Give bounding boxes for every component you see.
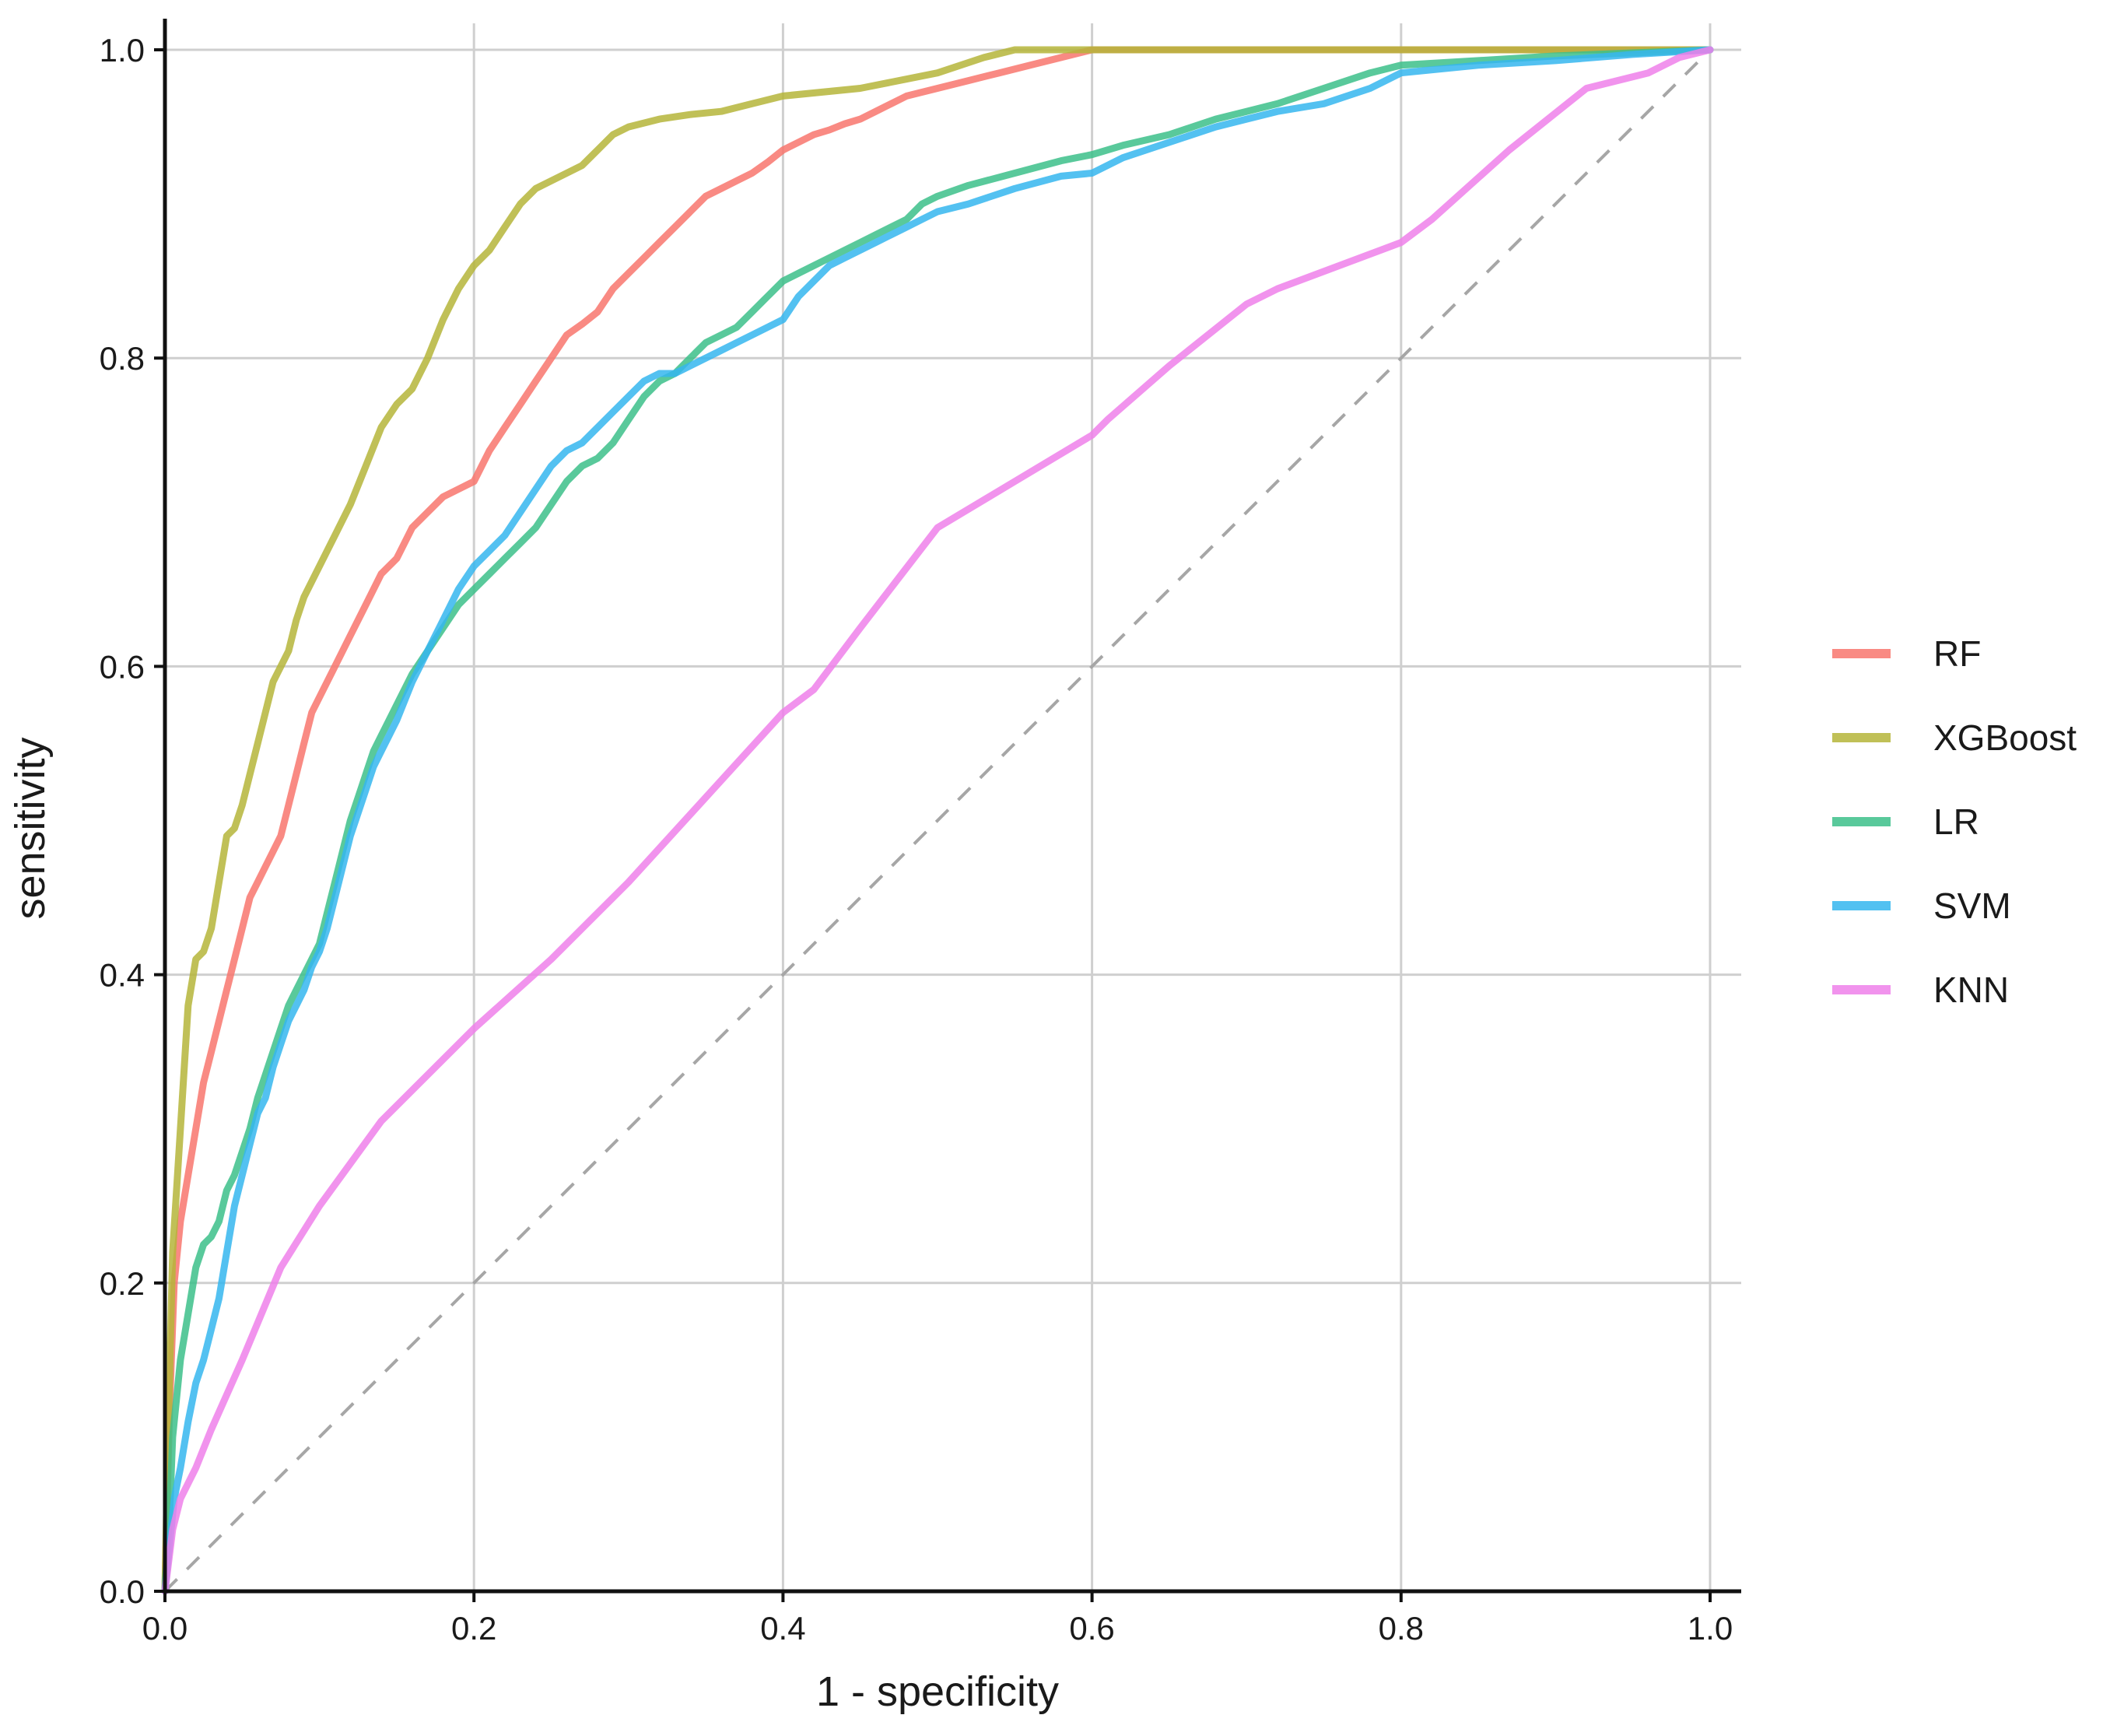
axes: [154, 19, 1741, 1602]
x-tick-label: 1.0: [1688, 1610, 1733, 1647]
x-axis-title: 1 - specificity: [816, 1668, 1059, 1715]
legend: RF XGBoost LR SVM KNN: [1832, 633, 2077, 1010]
y-axis-title: sensitivity: [7, 737, 54, 919]
x-tick-label: 0.4: [760, 1610, 805, 1647]
legend-label-xgboost: XGBoost: [1933, 717, 2077, 758]
legend-label-rf: RF: [1933, 633, 1981, 674]
x-tick-label: 0.6: [1069, 1610, 1114, 1647]
series-line-rf: [161, 46, 1714, 1595]
legend-label-knn: KNN: [1933, 970, 2009, 1010]
y-tick-label: 0.4: [100, 957, 145, 994]
legend-label-lr: LR: [1933, 801, 1979, 842]
x-tick-label: 0.0: [142, 1610, 188, 1647]
series-line-xgboost: [161, 46, 1714, 1595]
x-tick-label: 0.8: [1379, 1610, 1424, 1647]
series-line-knn: [161, 46, 1714, 1595]
y-tick-label: 0.8: [100, 340, 145, 377]
legend-label-svm: SVM: [1933, 886, 2011, 926]
series-line-lr: [161, 46, 1714, 1595]
y-tick-label: 0.2: [100, 1265, 145, 1302]
tick-labels: 0.0 0.2 0.4 0.6 0.8 1.0 0.0 0.2 0.4 0.6 0.8 1.0: [100, 32, 1733, 1647]
series-line-svm: [161, 46, 1714, 1595]
y-tick-label: 1.0: [100, 32, 145, 68]
reference-diagonal: [163, 48, 1712, 1593]
reference-line: [163, 48, 1712, 1593]
y-tick-label: 0.0: [100, 1573, 145, 1610]
roc-curves: [161, 46, 1714, 1595]
y-tick-label: 0.6: [100, 648, 145, 685]
x-tick-label: 0.2: [451, 1610, 496, 1647]
